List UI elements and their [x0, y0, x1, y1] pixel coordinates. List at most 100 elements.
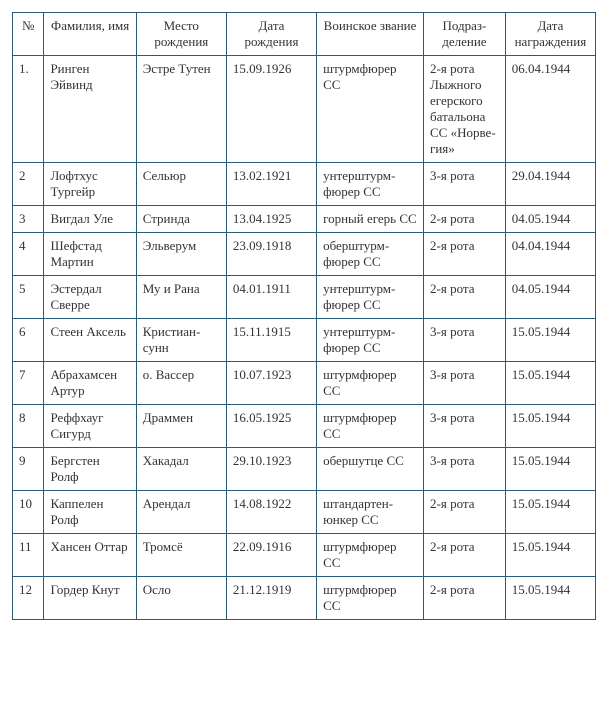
cell-num: 10	[13, 491, 44, 534]
cell-rank: штурмфюрер СС	[317, 405, 424, 448]
cell-name: Реффхауг Сигурд	[44, 405, 136, 448]
cell-num: 2	[13, 163, 44, 206]
cell-dob: 15.09.1926	[226, 56, 316, 163]
table-row: 4Шефстад МартинЭльверум23.09.1918обершту…	[13, 233, 596, 276]
cell-rank: штурмфюрер СС	[317, 362, 424, 405]
cell-num: 4	[13, 233, 44, 276]
cell-dob: 16.05.1925	[226, 405, 316, 448]
cell-rank: унтерштурм­фюрер СС	[317, 276, 424, 319]
cell-num: 5	[13, 276, 44, 319]
cell-name: Лофтхус Тургейр	[44, 163, 136, 206]
table-row: 9Бергстен РолфХакадал29.10.1923обершутце…	[13, 448, 596, 491]
cell-num: 12	[13, 577, 44, 620]
table-row: 8Реффхауг СигурдДраммен16.05.1925штурмфю…	[13, 405, 596, 448]
cell-award: 04.04.1944	[505, 233, 595, 276]
cell-unit: 3-я рота	[424, 405, 506, 448]
cell-name: Каппелен Ролф	[44, 491, 136, 534]
cell-num: 11	[13, 534, 44, 577]
cell-dob: 10.07.1923	[226, 362, 316, 405]
cell-name: Эстердал Сверре	[44, 276, 136, 319]
cell-unit: 2-я рота Лыжно­го егер­ского батальо­на …	[424, 56, 506, 163]
header-award: Дата награжде­ния	[505, 13, 595, 56]
cell-award: 15.05.1944	[505, 319, 595, 362]
cell-award: 15.05.1944	[505, 577, 595, 620]
cell-dob: 23.09.1918	[226, 233, 316, 276]
cell-dob: 22.09.1916	[226, 534, 316, 577]
cell-rank: унтерштурм­фюрер СС	[317, 163, 424, 206]
cell-dob: 13.04.1925	[226, 206, 316, 233]
cell-num: 3	[13, 206, 44, 233]
cell-rank: унтерштурм­фюрер СС	[317, 319, 424, 362]
cell-award: 04.05.1944	[505, 206, 595, 233]
cell-place: Эльверум	[136, 233, 226, 276]
table-row: 2Лофтхус ТургейрСельюр13.02.1921унтершту…	[13, 163, 596, 206]
cell-unit: 2-я рота	[424, 276, 506, 319]
table-row: 1.Ринген ЭйвиндЭстре Тутен15.09.1926штур…	[13, 56, 596, 163]
cell-place: Му и Рана	[136, 276, 226, 319]
cell-award: 29.04.1944	[505, 163, 595, 206]
cell-rank: штурмфюрер СС	[317, 577, 424, 620]
cell-num: 7	[13, 362, 44, 405]
cell-name: Ринген Эйвинд	[44, 56, 136, 163]
cell-unit: 3-я рота	[424, 319, 506, 362]
header-unit: Подраз­деление	[424, 13, 506, 56]
cell-place: Арендал	[136, 491, 226, 534]
cell-award: 06.04.1944	[505, 56, 595, 163]
table-row: 11Хансен ОттарТромсё22.09.1916штурмфюрер…	[13, 534, 596, 577]
cell-place: Осло	[136, 577, 226, 620]
cell-award: 15.05.1944	[505, 491, 595, 534]
cell-award: 15.05.1944	[505, 362, 595, 405]
cell-dob: 13.02.1921	[226, 163, 316, 206]
cell-place: Драммен	[136, 405, 226, 448]
header-rank: Воинское звание	[317, 13, 424, 56]
cell-unit: 2-я рота	[424, 233, 506, 276]
cell-unit: 2-я рота	[424, 577, 506, 620]
cell-num: 1.	[13, 56, 44, 163]
cell-unit: 3-я рота	[424, 362, 506, 405]
table-row: 3Вигдал УлеСтринда13.04.1925горный егерь…	[13, 206, 596, 233]
table-row: 7Абрахам­сен Артуро. Вассер10.07.1923шту…	[13, 362, 596, 405]
cell-dob: 29.10.1923	[226, 448, 316, 491]
cell-name: Бергстен Ролф	[44, 448, 136, 491]
header-name: Фамилия, имя	[44, 13, 136, 56]
cell-name: Шефстад Мартин	[44, 233, 136, 276]
cell-rank: горный егерь СС	[317, 206, 424, 233]
cell-place: Стринда	[136, 206, 226, 233]
cell-rank: обершутце СС	[317, 448, 424, 491]
cell-dob: 04.01.1911	[226, 276, 316, 319]
cell-unit: 3-я рота	[424, 448, 506, 491]
cell-rank: штурмфюрер СС	[317, 534, 424, 577]
personnel-table: № Фамилия, имя Место рождения Дата рожде…	[12, 12, 596, 620]
cell-unit: 3-я рота	[424, 163, 506, 206]
header-num: №	[13, 13, 44, 56]
cell-unit: 2-я рота	[424, 491, 506, 534]
cell-unit: 2-я рота	[424, 206, 506, 233]
cell-name: Стеен Аксель	[44, 319, 136, 362]
cell-award: 15.05.1944	[505, 448, 595, 491]
cell-name: Вигдал Уле	[44, 206, 136, 233]
header-dob: Дата рождения	[226, 13, 316, 56]
cell-num: 8	[13, 405, 44, 448]
cell-unit: 2-я рота	[424, 534, 506, 577]
header-row: № Фамилия, имя Место рождения Дата рожде…	[13, 13, 596, 56]
cell-name: Гордер Кнут	[44, 577, 136, 620]
cell-num: 6	[13, 319, 44, 362]
cell-award: 04.05.1944	[505, 276, 595, 319]
cell-rank: штандартен-юнкер СС	[317, 491, 424, 534]
cell-rank: оберштурм­фюрер СС	[317, 233, 424, 276]
cell-award: 15.05.1944	[505, 534, 595, 577]
cell-place: Тромсё	[136, 534, 226, 577]
table-row: 10Каппелен РолфАрендал14.08.1922штандарт…	[13, 491, 596, 534]
cell-num: 9	[13, 448, 44, 491]
cell-award: 15.05.1944	[505, 405, 595, 448]
header-place: Место рождения	[136, 13, 226, 56]
cell-dob: 15.11.1915	[226, 319, 316, 362]
cell-rank: штурмфюрер СС	[317, 56, 424, 163]
cell-name: Абрахам­сен Артур	[44, 362, 136, 405]
cell-place: Хакадал	[136, 448, 226, 491]
cell-place: о. Вассер	[136, 362, 226, 405]
table-row: 12Гордер КнутОсло21.12.1919штурмфюрер СС…	[13, 577, 596, 620]
cell-dob: 21.12.1919	[226, 577, 316, 620]
cell-dob: 14.08.1922	[226, 491, 316, 534]
table-row: 5Эстердал СверреМу и Рана04.01.1911унтер…	[13, 276, 596, 319]
